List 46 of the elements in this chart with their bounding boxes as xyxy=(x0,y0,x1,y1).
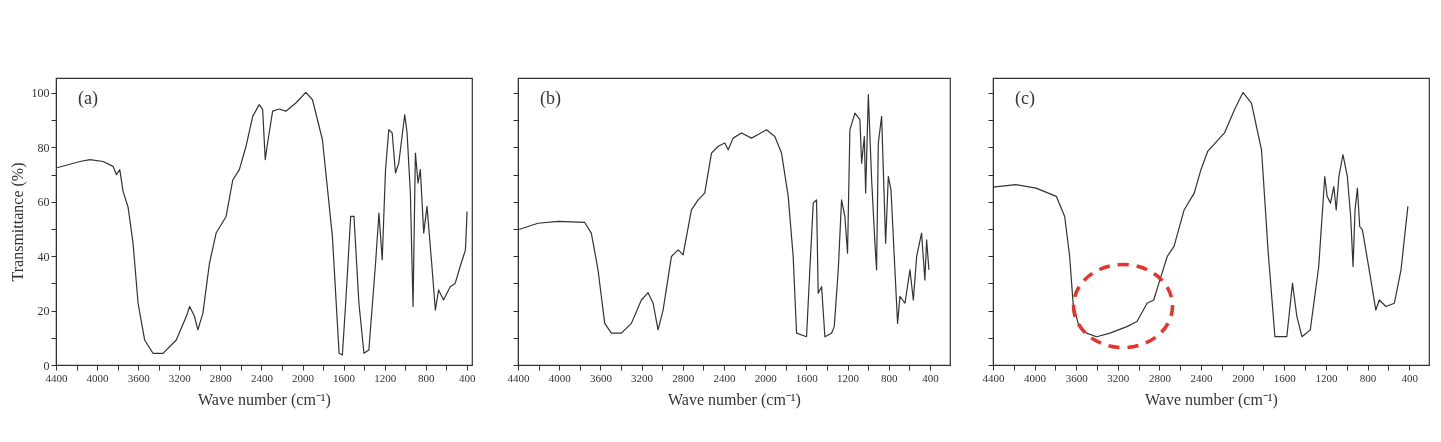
x-tick-label: 1600 xyxy=(1273,371,1297,384)
x-tick-label: 1200 xyxy=(374,371,397,384)
x-tick-label: 800 xyxy=(418,371,436,384)
y-tick-label: 20 xyxy=(37,304,50,319)
x-tick-label: 2400 xyxy=(713,371,736,384)
x-tick-label: 4400 xyxy=(982,371,1005,384)
x-tick-label: 4000 xyxy=(86,371,110,384)
x-tick-label: 3200 xyxy=(631,371,654,384)
x-tick-label: 400 xyxy=(459,371,477,384)
x-tick-label: 2400 xyxy=(1190,371,1214,384)
x-tick-label: 400 xyxy=(1401,371,1419,384)
y-tick-label: 0 xyxy=(43,358,50,373)
x-tick-label: 3600 xyxy=(589,371,613,384)
x-tick-label: 4000 xyxy=(548,371,572,384)
x-tick-label: 2800 xyxy=(672,371,695,384)
x-tick-label: 3600 xyxy=(1065,371,1089,384)
x-tick-label: 1200 xyxy=(837,371,860,384)
x-tick-label: 2000 xyxy=(754,371,778,384)
y-axis-title: Transmittance (%) xyxy=(8,162,27,282)
x-tick-label: 2000 xyxy=(1232,371,1255,384)
x-tick-label: 2400 xyxy=(250,371,274,384)
annotation: (c) xyxy=(1015,88,1035,109)
y-tick-label: 80 xyxy=(37,140,50,155)
x-tick-label: 2000 xyxy=(292,371,315,384)
x-tick-label: 3200 xyxy=(1107,371,1130,384)
x-tick-label: 4400 xyxy=(45,371,68,384)
x-tick-label: 4400 xyxy=(507,371,530,384)
x-axis-title: Wave number (cm⁻¹) xyxy=(198,390,331,409)
x-tick-label: 800 xyxy=(880,371,898,384)
y-tick-label: 100 xyxy=(31,86,50,101)
x-tick-label: 1600 xyxy=(333,371,356,384)
x-tick-label: 1600 xyxy=(795,371,819,384)
x-tick-label: 1200 xyxy=(1315,371,1338,384)
x-axis-title: Wave number (cm⁻¹) xyxy=(668,390,801,409)
annotation: (b) xyxy=(540,88,561,109)
x-tick-label: 2800 xyxy=(1148,371,1172,384)
x-tick-label: 400 xyxy=(922,371,940,384)
x-tick-label: 3600 xyxy=(127,371,151,384)
x-tick-label: 4000 xyxy=(1024,371,1047,384)
x-tick-label: 800 xyxy=(1359,371,1377,384)
x-tick-label: 2800 xyxy=(209,371,233,384)
y-tick-label: 40 xyxy=(37,249,50,264)
x-tick-label: 3200 xyxy=(168,371,192,384)
y-tick-label: 60 xyxy=(37,195,50,210)
x-axis-title: Wave number (cm⁻¹) xyxy=(1145,390,1278,409)
annotation: (a) xyxy=(78,88,98,109)
